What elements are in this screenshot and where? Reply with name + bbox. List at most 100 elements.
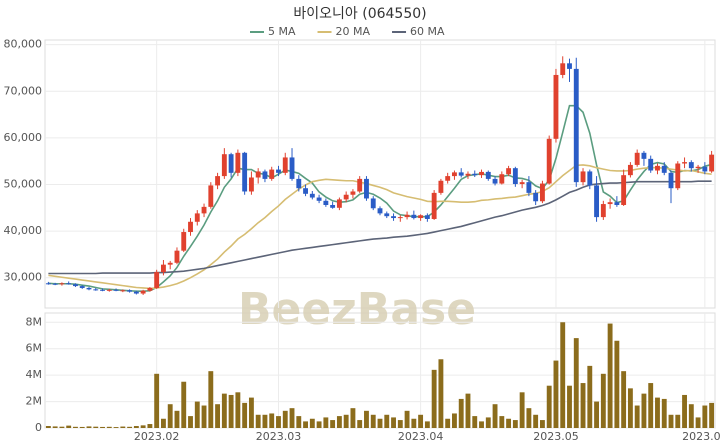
candle-body <box>526 182 532 193</box>
candle-body <box>567 63 572 69</box>
candle-body <box>336 199 342 208</box>
candle-body <box>580 171 586 183</box>
volume-bar <box>201 405 207 428</box>
volume-bar <box>133 426 139 428</box>
candle-body <box>330 204 336 208</box>
chart-title: 바이오니아 (064550) <box>293 6 426 22</box>
volume-bar <box>100 426 105 428</box>
candle-body <box>370 198 376 209</box>
volume-bar <box>93 426 99 428</box>
candle-body <box>194 213 200 222</box>
volume-bar <box>113 427 119 428</box>
x-tick-label: 2023.06 <box>682 430 720 443</box>
candle-body <box>695 166 701 169</box>
candle-body <box>59 283 65 285</box>
x-tick-label: 2023.02 <box>134 430 180 443</box>
candle-body <box>235 152 241 173</box>
volume-bar <box>154 373 160 428</box>
volume-bar <box>682 394 687 428</box>
candle-body <box>309 193 315 198</box>
candle-body <box>289 157 295 179</box>
candle-body <box>573 68 579 183</box>
candle-body <box>269 169 275 179</box>
candle-body <box>147 287 153 291</box>
x-tick-label: 2023.05 <box>533 430 579 443</box>
volume-bar <box>370 414 376 428</box>
candle-body <box>607 202 613 205</box>
candle-body <box>519 182 525 185</box>
candle-body <box>621 175 627 205</box>
candle-body <box>445 176 451 181</box>
volume-bar <box>445 418 451 428</box>
volume-bar <box>614 340 620 428</box>
volume-bar <box>655 397 660 428</box>
volume-bar <box>194 401 200 428</box>
volume-bar <box>418 414 424 428</box>
candle-body <box>560 63 566 75</box>
volume-bar <box>607 323 613 428</box>
volume-bar <box>600 373 606 428</box>
volume-bar <box>174 410 180 428</box>
volume-bar <box>539 420 545 428</box>
volume-bar <box>336 416 342 428</box>
candle-body <box>587 171 593 186</box>
volume-bar <box>106 426 112 428</box>
volume-bar <box>303 421 308 428</box>
volume-bar <box>424 421 430 428</box>
candle-body <box>316 197 322 201</box>
candle-body <box>668 172 674 189</box>
candle-body <box>492 178 498 184</box>
volume-bar <box>276 416 281 428</box>
volume-bar <box>330 420 336 428</box>
volume-bar <box>52 426 58 428</box>
volume-bar <box>546 385 552 428</box>
candle-body <box>397 217 403 219</box>
legend-label: 60 MA <box>410 25 445 38</box>
volume-bar <box>316 421 322 428</box>
volume-bar <box>587 365 593 428</box>
volume-bar <box>580 383 586 428</box>
volume-bar <box>391 417 396 428</box>
volume-bar <box>59 426 65 428</box>
candle-body <box>472 173 478 176</box>
volume-bar <box>221 393 227 428</box>
volume-bar <box>506 418 512 428</box>
volume-bar <box>492 404 498 428</box>
candle-body <box>641 152 647 159</box>
volume-bar <box>269 413 275 428</box>
candle-body <box>167 262 173 265</box>
candle-body <box>709 154 715 172</box>
candle-body <box>391 216 396 219</box>
candle-body <box>262 171 268 179</box>
candle-body <box>248 177 254 192</box>
candle-body <box>377 208 383 214</box>
candle-body <box>343 194 349 200</box>
candle-body <box>512 168 518 185</box>
volume-bar <box>357 420 363 428</box>
volume-bar <box>235 392 241 428</box>
volume-bar <box>309 418 315 428</box>
y-tick-label: 40,000 <box>4 224 43 237</box>
volume-bar <box>289 408 295 428</box>
volume-bar <box>377 418 383 428</box>
candle-body <box>73 284 78 287</box>
y-tick-label: 30,000 <box>4 271 43 284</box>
volume-bar <box>147 424 153 428</box>
y-tick-label: 60,000 <box>4 131 43 144</box>
candle-body <box>106 289 112 291</box>
volume-bar <box>519 392 525 428</box>
candle-body <box>424 215 430 219</box>
candle-body <box>533 192 539 202</box>
candle-body <box>458 172 464 176</box>
candle-body <box>303 188 308 194</box>
candle-body <box>296 178 302 189</box>
candle-body <box>100 289 105 291</box>
candle-body <box>539 183 545 202</box>
volume-bar <box>567 385 572 428</box>
y-tick-label: 0 <box>35 421 42 434</box>
volume-bar <box>397 420 403 428</box>
candle-body <box>506 168 512 175</box>
x-tick-label: 2023.03 <box>256 430 302 443</box>
